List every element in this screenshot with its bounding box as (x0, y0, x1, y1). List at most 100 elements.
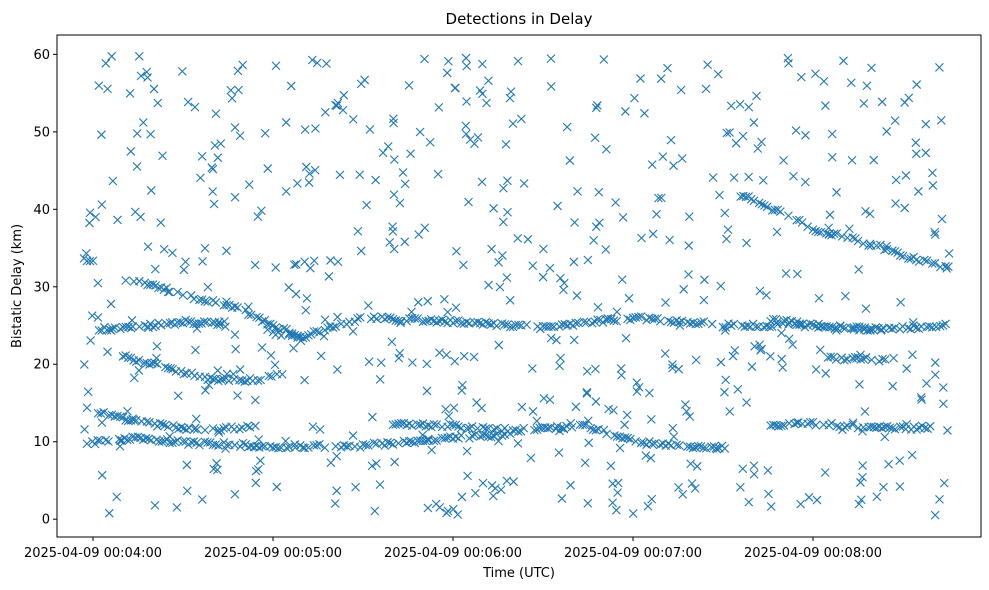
scatter-point (867, 63, 876, 73)
scatter-point (270, 360, 280, 370)
scatter-point (501, 139, 511, 149)
scatter-point (423, 296, 433, 306)
scatter-point (300, 375, 309, 385)
scatter-point (332, 101, 342, 110)
scatter-point (846, 78, 856, 88)
scatter-point (118, 352, 128, 361)
scatter-point (757, 199, 767, 209)
scatter-point (271, 322, 281, 332)
scatter-point (589, 235, 599, 245)
scatter-point (639, 438, 649, 448)
scatter-point (251, 478, 261, 488)
scatter-point (545, 263, 555, 273)
scatter-point (120, 433, 129, 443)
scatter-point (80, 425, 89, 434)
scatter-point (324, 272, 334, 281)
scatter-point (503, 176, 512, 186)
scatter-point (672, 440, 682, 450)
scatter-point (389, 190, 399, 200)
scatter-point (557, 494, 567, 503)
scatter-point (637, 233, 646, 243)
scatter-point (606, 314, 616, 324)
scatter-point (796, 72, 806, 82)
scatter-point (865, 239, 875, 249)
scatter-point (623, 433, 633, 443)
scatter-point (211, 440, 221, 450)
scatter-point (801, 130, 810, 140)
scatter-point (869, 155, 879, 165)
scatter-point (888, 381, 898, 391)
scatter-point (257, 441, 267, 451)
scatter-point (389, 155, 399, 164)
scatter-point (469, 352, 479, 362)
scatter-point (820, 468, 830, 477)
scatter-point (284, 329, 294, 339)
scatter-point (723, 225, 733, 235)
scatter-point (500, 320, 510, 329)
scatter-point (861, 352, 871, 362)
scatter-point (513, 233, 523, 243)
scatter-point (720, 208, 730, 218)
scatter-point (134, 366, 144, 375)
scatter-point (128, 322, 137, 331)
scatter-point (304, 443, 313, 453)
scatter-point (475, 318, 485, 328)
scatter-point (87, 311, 97, 321)
scatter-point (462, 424, 472, 433)
scatter-point (254, 443, 264, 452)
scatter-point (296, 336, 306, 346)
scatter-point (396, 418, 406, 428)
scatter-point (674, 482, 683, 492)
scatter-point (572, 291, 582, 300)
scatter-point (543, 423, 553, 433)
scatter-point (831, 355, 841, 365)
scatter-point (522, 320, 532, 330)
scatter-point (112, 492, 122, 502)
scatter-point (798, 319, 807, 329)
scatter-point (333, 312, 342, 322)
scatter-point (395, 198, 405, 208)
scatter-point (86, 336, 95, 345)
scatter-point (312, 440, 322, 450)
scatter-point (129, 373, 139, 383)
scatter-point (375, 375, 385, 384)
scatter-point (224, 376, 234, 386)
scatter-point (326, 458, 336, 468)
scatter-point (97, 130, 106, 140)
scatter-point (356, 246, 366, 256)
scatter-point (701, 444, 711, 453)
scatter-point (134, 355, 144, 365)
scatter-point (844, 224, 854, 234)
scatter-point (410, 314, 420, 323)
scatter-point (752, 91, 761, 101)
scatter-point (467, 422, 477, 431)
scatter-point (250, 421, 260, 431)
scatter-point (451, 420, 461, 430)
scatter-point (532, 416, 542, 426)
scatter-point (272, 482, 282, 492)
scatter-point (244, 180, 254, 190)
scatter-point (191, 345, 200, 355)
scatter-point (233, 66, 243, 76)
scatter-point (99, 407, 109, 417)
scatter-point (760, 201, 769, 210)
scatter-point (853, 236, 863, 246)
scatter-point (475, 86, 485, 95)
scatter-point (442, 508, 451, 518)
scatter-point (701, 84, 711, 94)
scatter-point (281, 186, 291, 196)
scatter-point (811, 365, 821, 374)
scatter-point (804, 492, 814, 502)
scatter-point (194, 440, 204, 450)
scatter-point (97, 200, 107, 209)
scatter-point (860, 407, 870, 416)
scatter-point (811, 226, 821, 236)
scatter-point (620, 107, 630, 116)
scatter-point (264, 371, 274, 381)
scatter-point (513, 438, 523, 448)
scatter-point (389, 118, 398, 128)
scatter-point (495, 282, 505, 292)
scatter-point (913, 187, 923, 196)
scatter-point (920, 423, 930, 433)
scatter-point (693, 441, 703, 451)
